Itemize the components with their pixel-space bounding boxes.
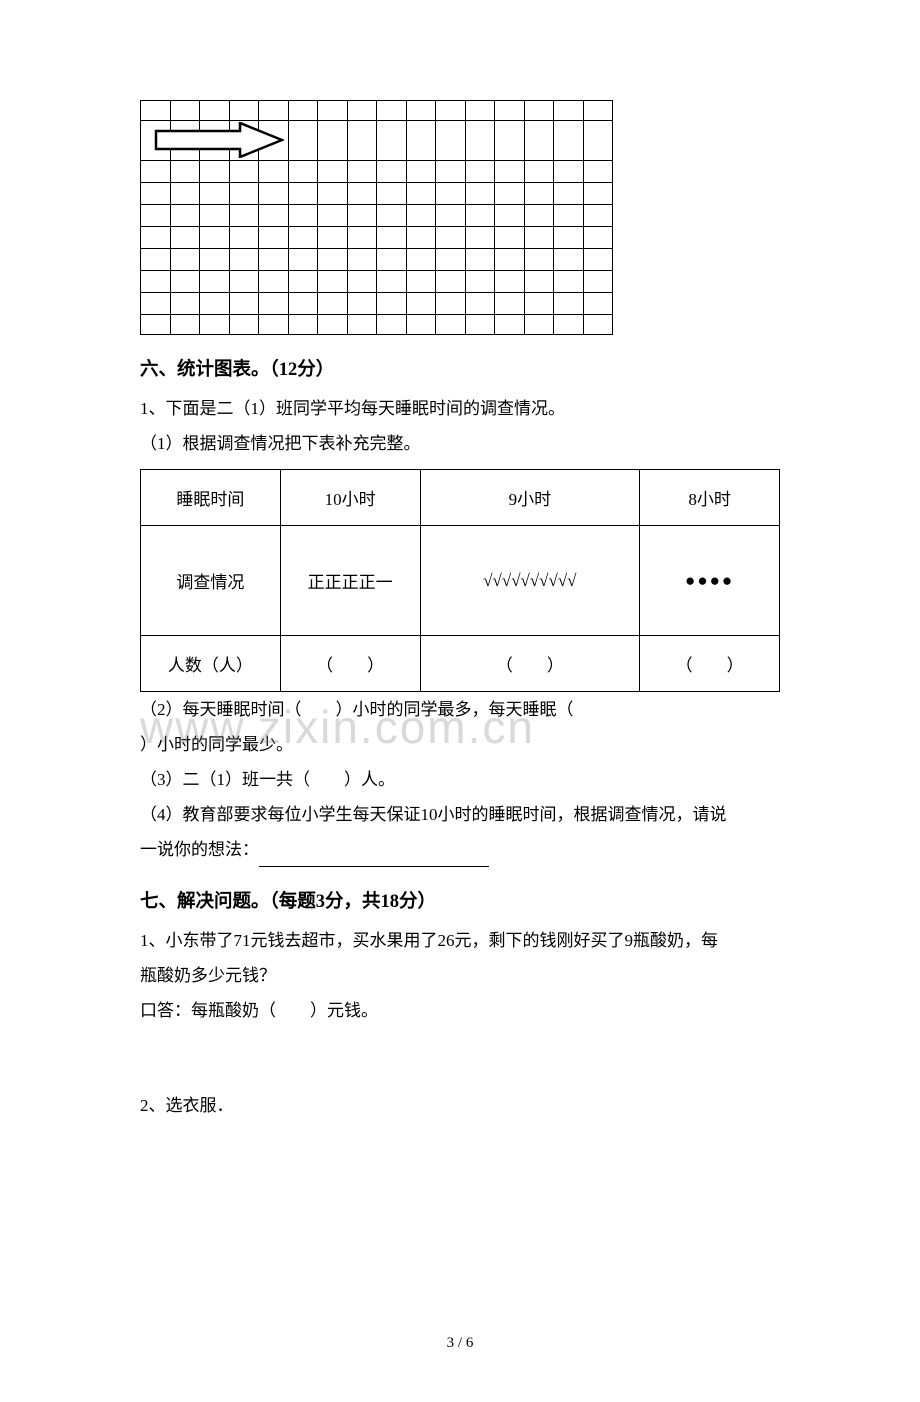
grid-table	[140, 100, 613, 335]
survey-8h: ●●●●	[640, 526, 780, 636]
section6-q1-sub4b: 一说你的想法：	[140, 832, 780, 867]
section6-q1-sub4b-text: 一说你的想法：	[140, 840, 259, 859]
people-9h-blank: （ ）	[420, 636, 640, 692]
section7-title: 七、解决问题。（每题3分，共18分）	[140, 887, 780, 913]
survey-10h: 正正正正一	[280, 526, 420, 636]
section6-q1-sub3: （3）二（1）班一共（ ）人。	[140, 762, 780, 797]
th-sleeptime: 睡眠时间	[141, 470, 281, 526]
survey-9h: √√√√√√√√√√	[420, 526, 640, 636]
page-footer: 3 / 6	[0, 1335, 920, 1352]
row-survey-label: 调查情况	[141, 526, 281, 636]
people-8h-blank: （ ）	[640, 636, 780, 692]
answer-underline	[259, 849, 489, 867]
section7-q2: 2、选衣服．	[140, 1088, 780, 1123]
sleep-survey-table: 睡眠时间 10小时 9小时 8小时 调查情况 正正正正一 √√√√√√√√√√ …	[140, 469, 780, 692]
section6-q1-sub1: （1）根据调查情况把下表补充完整。	[140, 426, 780, 461]
row-people-label: 人数（人）	[141, 636, 281, 692]
section7-q1-ans: 口答：每瓶酸奶（ ）元钱。	[140, 993, 780, 1028]
section6-q1-sub4a: （4）教育部要求每位小学生每天保证10小时的睡眠时间，根据调查情况，请说	[140, 797, 780, 832]
th-10h: 10小时	[280, 470, 420, 526]
section6-q1-intro: 1、下面是二（1）班同学平均每天睡眠时间的调查情况。	[140, 391, 780, 426]
section6-q1-sub2a: （2）每天睡眠时间（ ）小时的同学最多，每天睡眠（	[140, 692, 780, 727]
people-10h-blank: （ ）	[280, 636, 420, 692]
section7-q1a: 1、小东带了71元钱去超市，买水果用了26元，剩下的钱刚好买了9瓶酸奶，每	[140, 923, 780, 958]
th-9h: 9小时	[420, 470, 640, 526]
section6-q1-sub2b: ）小时的同学最少。	[140, 727, 780, 762]
section7-q1b: 瓶酸奶多少元钱？	[140, 958, 780, 993]
th-8h: 8小时	[640, 470, 780, 526]
drawing-grid	[140, 100, 780, 335]
section6-title: 六、统计图表。（12分）	[140, 355, 780, 381]
